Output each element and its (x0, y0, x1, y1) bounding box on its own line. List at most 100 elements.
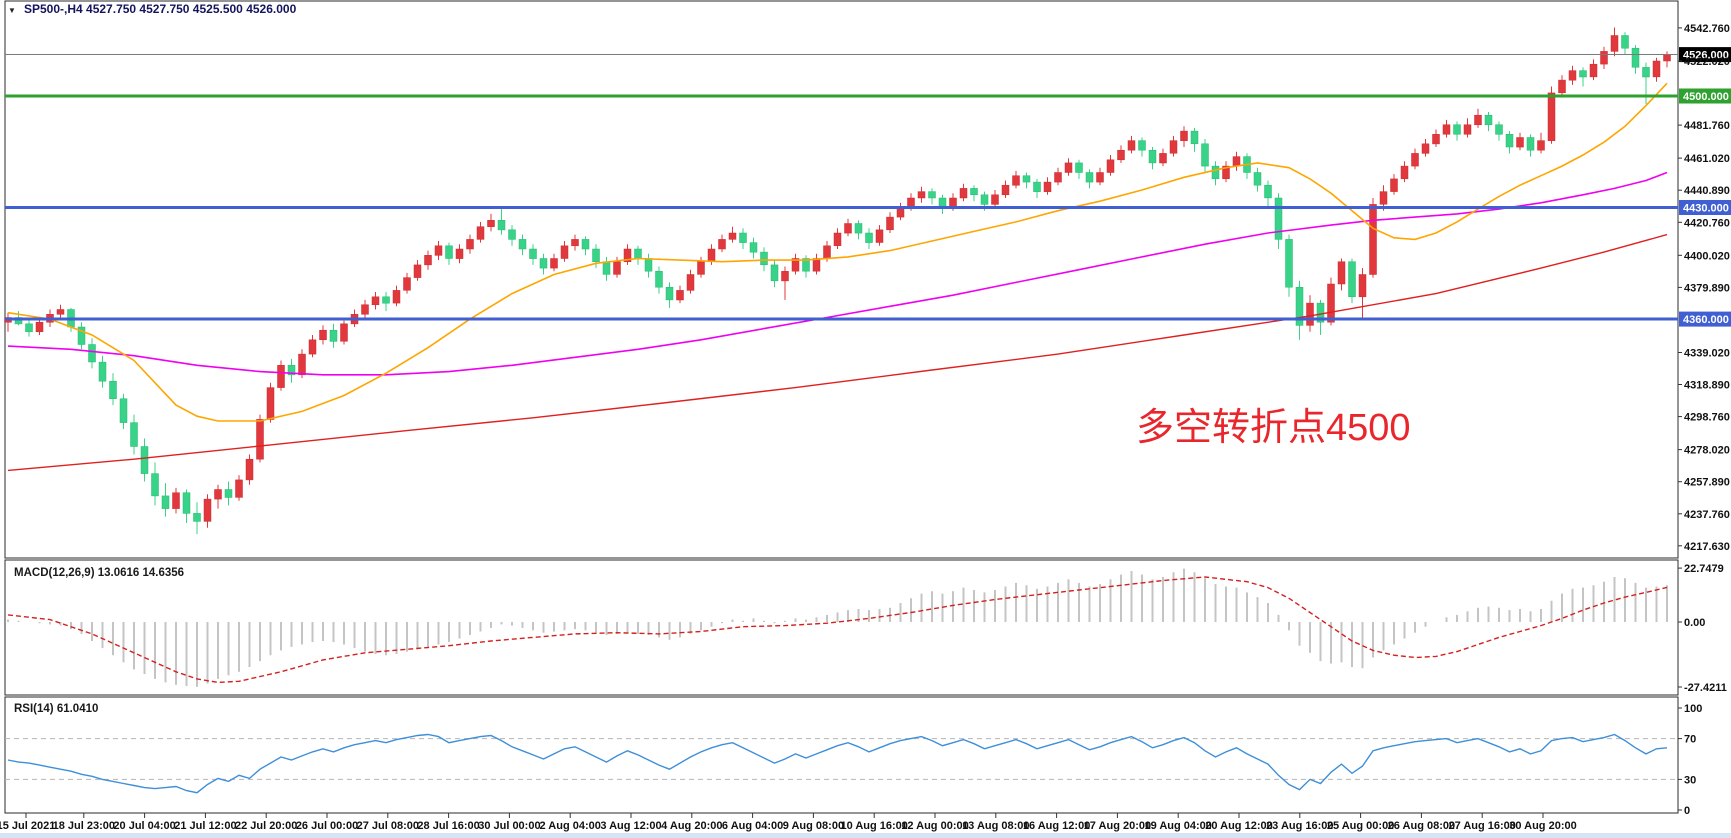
ma-red-line (7, 233, 1668, 472)
candle-body (1085, 172, 1094, 183)
horizontal-level-lines[interactable]: 4500.000 4430.000 4360.000 4526.000 (5, 47, 1731, 327)
macd-indicator: 22.7479 0.00 -27.4211 (7, 563, 1727, 694)
candle-body (760, 251, 768, 266)
candle-body (812, 258, 821, 272)
candle-body (1201, 143, 1209, 167)
candle-body (1012, 175, 1020, 186)
candle-body (25, 323, 33, 333)
macd-tick-label: -27.4211 (1684, 682, 1727, 694)
candle-body (686, 274, 695, 291)
candle-body (361, 304, 369, 315)
candle-body (203, 498, 212, 522)
candle-body (1180, 130, 1188, 141)
candle-body (1642, 67, 1650, 78)
candle-body (1463, 124, 1472, 135)
candle-body (1400, 165, 1409, 180)
rsi-tick-label: 0 (1684, 805, 1690, 817)
time-tick-label: 30 Jul 00:00 (478, 820, 540, 832)
rsi-title: RSI(14) 61.0410 (14, 703, 98, 715)
candle-body (1421, 143, 1430, 154)
candlestick-series (4, 27, 1671, 535)
price-tick-label: 4440.890 (1684, 185, 1730, 197)
candle-body (791, 258, 800, 272)
candle-body (172, 492, 180, 509)
candle-body (476, 226, 485, 240)
time-tick-label: 6 Aug 04:00 (722, 820, 783, 832)
candle-body (1621, 35, 1629, 49)
candle-body (518, 239, 527, 250)
candle-body (1327, 283, 1335, 323)
annotation-text: 多空转折点4500 (1136, 407, 1411, 449)
candle-body (1369, 204, 1377, 275)
level-badge-4500[interactable] (1679, 88, 1731, 104)
candle-body (581, 239, 590, 250)
level-badge-4526[interactable] (1679, 47, 1731, 63)
candle-body (1631, 47, 1640, 68)
candle-body (991, 194, 999, 205)
candle-body (466, 239, 474, 250)
candle-body (1211, 165, 1220, 180)
candle-body (1075, 162, 1083, 173)
time-tick-label: 9 Aug 08:00 (783, 820, 844, 832)
time-tick-label: 13 Aug 08:00 (962, 820, 1029, 832)
candle-body (697, 261, 705, 275)
candle-body (1295, 286, 1304, 326)
price-tick-label: 4257.890 (1684, 477, 1730, 489)
rsi-tick-label: 30 (1684, 774, 1696, 786)
candle-body (1579, 70, 1587, 78)
candle-body (329, 329, 338, 342)
candle-body (1285, 239, 1293, 288)
ma-magenta-line (7, 171, 1668, 376)
time-tick-label: 10 Aug 16:00 (840, 820, 907, 832)
candle-body (886, 216, 894, 231)
candle-body (1033, 181, 1041, 192)
candle-body (970, 188, 978, 196)
candle-body (1064, 162, 1073, 173)
candle-body (371, 296, 380, 306)
time-tick-label: 23 Aug 16:00 (1266, 820, 1333, 832)
candle-body (235, 479, 243, 498)
level-badge-label: 4360.000 (1683, 314, 1729, 326)
candle-body (1453, 124, 1461, 135)
candle-body (1022, 175, 1031, 183)
level-badge-label: 4430.000 (1683, 203, 1729, 215)
candle-body (445, 245, 453, 259)
price-tick-label: 4379.890 (1684, 282, 1730, 294)
time-tick-label: 4 Aug 20:00 (661, 820, 722, 832)
time-tick-label: 28 Jul 16:00 (417, 820, 479, 832)
candle-body (434, 245, 443, 256)
time-tick-label: 27 Aug 16:00 (1448, 820, 1515, 832)
candle-body (865, 232, 873, 243)
symbol-dropdown-icon[interactable]: ▼ (8, 6, 16, 15)
time-tick-label: 12 Aug 00:00 (901, 820, 968, 832)
level-badge-4360[interactable] (1679, 311, 1731, 327)
candle-body (928, 191, 936, 199)
time-tick-label: 21 Jul 12:00 (174, 820, 236, 832)
candle-body (455, 248, 464, 259)
candle-body (529, 248, 537, 259)
candle-body (119, 398, 128, 423)
level-badge-4430[interactable] (1679, 200, 1731, 215)
candle-body (1526, 137, 1535, 151)
candle-body (403, 277, 411, 291)
candle-body (130, 422, 138, 447)
candle-body (1054, 172, 1062, 183)
candle-body (728, 232, 737, 240)
price-axis: 4542.760 4522.020 4481.760 4461.020 4440.890… (1678, 23, 1730, 553)
candle-body (1432, 134, 1440, 145)
candle-body (1484, 114, 1493, 126)
time-tick-label: 15 Jul 2021 (0, 820, 55, 832)
rsi-tick-label: 70 (1684, 734, 1696, 746)
candle-body (1516, 137, 1524, 148)
symbol-title: SP500-,H4 4527.750 4527.750 4525.500 452… (24, 2, 297, 16)
candle-body (602, 261, 611, 275)
macd-signal-line (7, 576, 1668, 684)
candle-body (392, 290, 401, 304)
candle-body (1390, 178, 1398, 192)
candle-body (14, 317, 23, 325)
candle-body (875, 229, 884, 243)
macd-title: MACD(12,26,9) 13.0616 14.6356 (14, 567, 184, 579)
candle-body (739, 232, 747, 243)
